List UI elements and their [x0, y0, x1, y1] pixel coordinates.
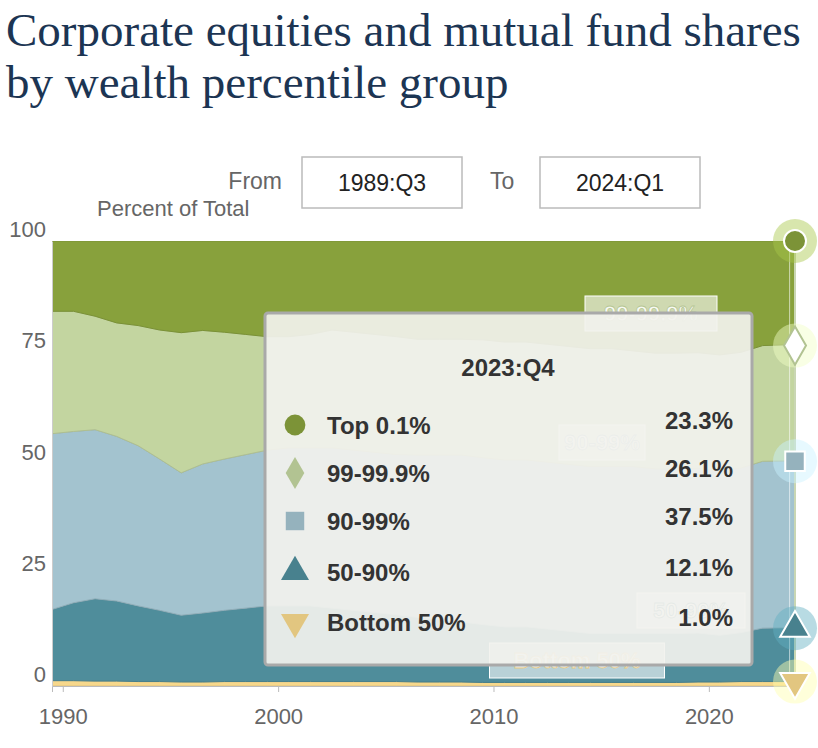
tooltip-series-name: Bottom 50% — [327, 609, 466, 636]
title: Corporate equities and mutual fund share… — [6, 4, 806, 108]
y-axis: 0 25 50 75 100 — [9, 217, 52, 687]
x-tick: 2000 — [254, 686, 303, 729]
x-tick-mark — [278, 686, 279, 692]
tooltip-marker — [281, 614, 309, 638]
to-label: To — [490, 168, 514, 194]
date-input-text[interactable]: 1989:Q3 — [338, 170, 426, 196]
tooltip-marker — [286, 512, 304, 530]
x-tick-mark — [493, 686, 494, 692]
marker-halo[interactable] — [773, 606, 817, 650]
tooltip-title: 2023:Q4 — [461, 354, 555, 381]
x-tick-label: 2010 — [470, 704, 519, 729]
tooltip-series-name: 50-90% — [327, 559, 410, 586]
marker-symbol[interactable] — [785, 452, 804, 471]
x-axis: 1990 2000 2010 2020 — [39, 686, 796, 729]
series-end-marker[interactable] — [773, 660, 817, 704]
y-tick: 75 — [22, 328, 52, 353]
y-tick-label: 50 — [22, 440, 46, 465]
y-tick: 100 — [9, 217, 52, 242]
x-tick: 2010 — [470, 686, 519, 729]
marker-symbol[interactable] — [784, 327, 806, 365]
series-end-marker[interactable] — [773, 439, 817, 483]
marker-symbol[interactable] — [784, 230, 806, 252]
marker-symbol[interactable] — [780, 673, 810, 699]
tooltip-box — [265, 313, 752, 665]
date-input-box[interactable] — [540, 157, 700, 208]
marker-halo[interactable] — [773, 439, 817, 483]
y-tick-label: 75 — [22, 328, 46, 353]
x-axis-line — [53, 687, 796, 693]
tooltip-marker — [285, 415, 306, 436]
tooltip-series-name: 99-99.9% — [327, 460, 430, 487]
y-tick: 50 — [22, 440, 52, 465]
tooltip-series-name: 90-99% — [327, 508, 410, 535]
y-tick-label: 0 — [34, 662, 46, 687]
tooltip-value: 12.1% — [665, 554, 733, 581]
date-input-box[interactable] — [302, 157, 462, 208]
x-tick-label: 1990 — [39, 704, 88, 729]
marker-halo[interactable] — [773, 219, 817, 263]
date-input[interactable]: 1989:Q3 — [302, 157, 462, 208]
marker-symbol[interactable] — [780, 611, 810, 637]
series-end-marker[interactable] — [773, 219, 817, 263]
date-input[interactable]: 2024:Q1 — [540, 157, 700, 208]
chart: From 1989:Q3 To 2024:Q1 Percent of Total 0 25 5… — [0, 0, 818, 748]
x-tick: 2020 — [685, 686, 734, 729]
y-tick: 25 — [22, 551, 52, 576]
marker-halo[interactable] — [773, 660, 817, 704]
series-end-marker[interactable] — [773, 324, 817, 368]
y-axis-title: Percent of Total — [97, 196, 249, 221]
tooltip-marker — [281, 556, 309, 580]
from-label: From — [228, 168, 282, 194]
plot-area — [52, 241, 795, 686]
tooltip-marker — [286, 457, 305, 489]
tooltip-value: 37.5% — [665, 503, 733, 530]
marker-halo[interactable] — [773, 324, 817, 368]
x-tick-label: 2000 — [254, 704, 303, 729]
tooltip-series-name: Top 0.1% — [327, 412, 431, 439]
date-input-text[interactable]: 2024:Q1 — [576, 170, 664, 196]
y-axis-line — [52, 242, 53, 687]
x-tick-mark — [709, 686, 710, 692]
x-tick-label: 2020 — [685, 704, 734, 729]
tooltip-value: 1.0% — [678, 604, 733, 631]
y-tick-label: 100 — [9, 217, 46, 242]
tooltip-value: 23.3% — [665, 407, 733, 434]
y-tick: 0 — [34, 662, 52, 687]
series-end-marker[interactable] — [773, 606, 817, 650]
y-tick-label: 25 — [22, 551, 46, 576]
tooltip: 2023:Q4 Top 0.1% 23.3% 99-99.9% 26.1% 90-99% 3… — [265, 313, 752, 665]
tooltip-value: 26.1% — [665, 455, 733, 482]
x-tick-mark — [63, 686, 64, 692]
x-tick: 1990 — [39, 686, 88, 729]
